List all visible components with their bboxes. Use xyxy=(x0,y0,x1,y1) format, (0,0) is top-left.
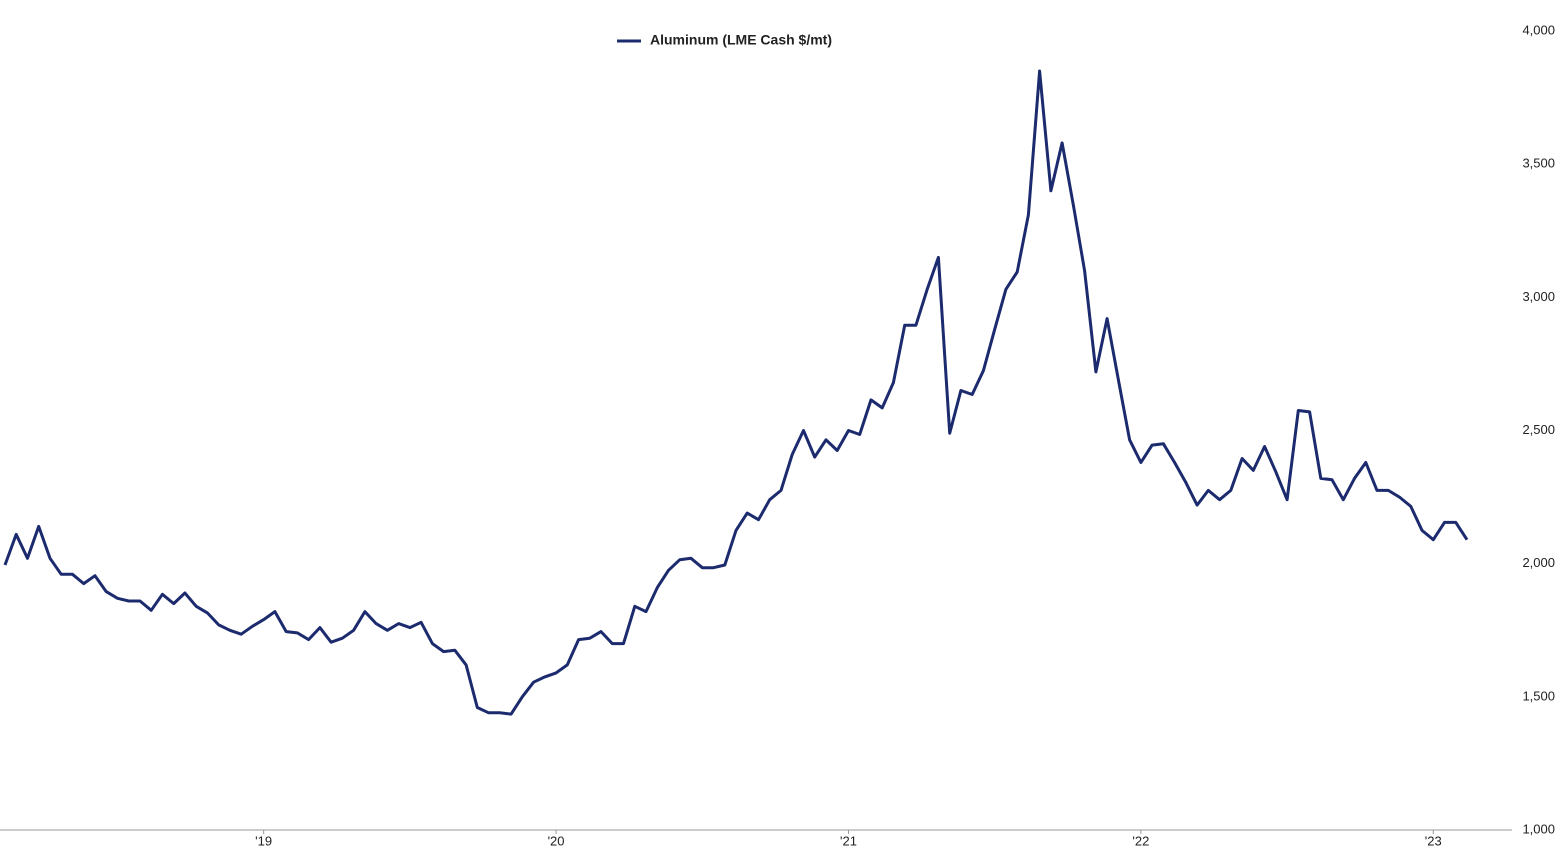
x-tick-label: '21 xyxy=(840,833,857,848)
y-tick-label: 1,500 xyxy=(1522,688,1555,703)
y-tick-label: 3,000 xyxy=(1522,289,1555,304)
legend-label: Aluminum (LME Cash $/mt) xyxy=(650,32,832,48)
y-tick-label: 2,000 xyxy=(1522,555,1555,570)
x-tick-label: '23 xyxy=(1425,833,1442,848)
y-tick-label: 2,500 xyxy=(1522,422,1555,437)
y-tick-label: 1,000 xyxy=(1522,821,1555,836)
x-tick-label: '20 xyxy=(548,833,565,848)
y-tick-label: 4,000 xyxy=(1522,22,1555,37)
series-line xyxy=(3,69,1469,716)
x-tick-label: '22 xyxy=(1132,833,1149,848)
x-tick-label: '19 xyxy=(255,833,272,848)
y-tick-label: 3,500 xyxy=(1522,156,1555,171)
